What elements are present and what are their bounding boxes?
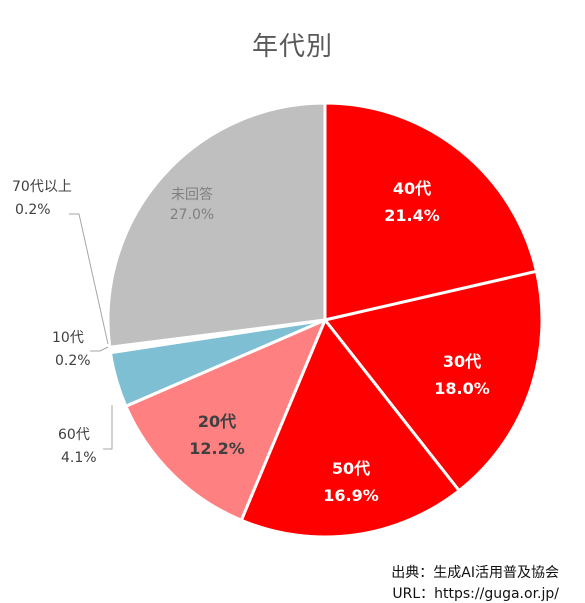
slice-label: 20代: [198, 412, 236, 431]
slice-label: 未回答: [171, 186, 213, 203]
slice-label: 50代: [332, 459, 370, 478]
source-url: URL：https://guga.or.jp/: [392, 586, 559, 602]
leader-line: [90, 346, 109, 352]
slice-label: 30代: [443, 352, 481, 371]
pie-slice-item7unanswered: [106, 101, 327, 349]
slice-value-label: 0.2%: [15, 202, 51, 218]
slice-value-label: 21.4%: [384, 206, 440, 225]
slice-value-label: 27.0%: [170, 207, 214, 223]
pie-slice-20: [124, 318, 327, 522]
slice-label: 40代: [393, 179, 431, 198]
slice-value-label: 0.2%: [55, 353, 91, 369]
leader-line: [69, 213, 109, 345]
chart-title: 年代別: [251, 32, 333, 62]
slice-label: 10代: [52, 330, 84, 346]
pie-slice-50: [239, 318, 461, 539]
slice-value-label: 16.9%: [323, 486, 379, 505]
slice-value-label: 18.0%: [434, 379, 490, 398]
slice-label: 70代以上: [12, 179, 72, 195]
source-credit: 出典：生成AI活用普及協会: [391, 565, 559, 581]
leader-line: [103, 405, 113, 450]
slice-label: 60代: [58, 427, 90, 443]
slice-value-label: 12.2%: [189, 439, 245, 458]
pie-slice-30: [323, 269, 544, 493]
pie-slice-40: [323, 101, 538, 322]
slice-value-label: 4.1%: [61, 450, 97, 466]
